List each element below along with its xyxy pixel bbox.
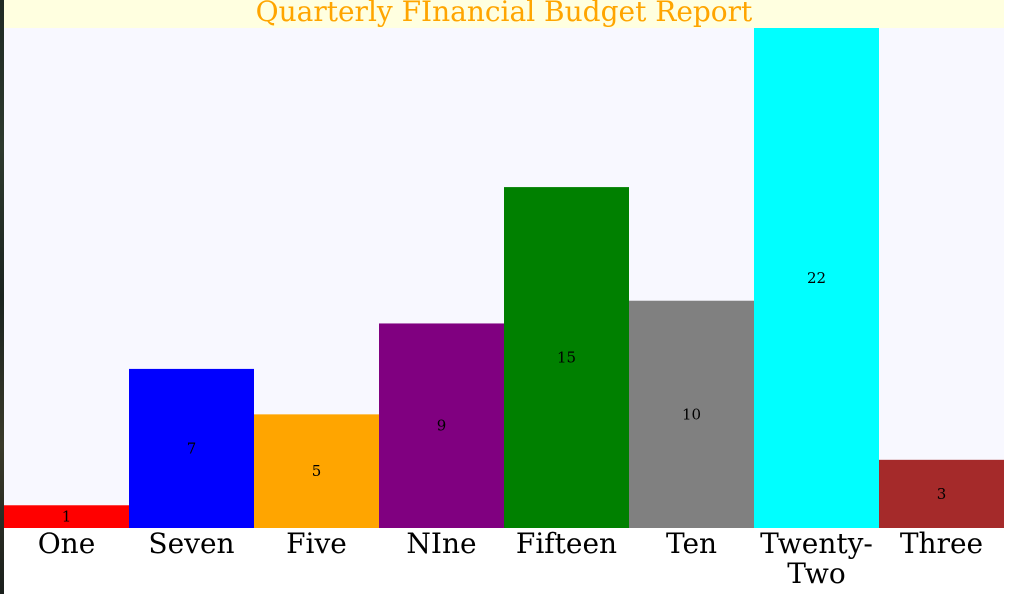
value-label: 5 bbox=[312, 462, 322, 480]
background-edge bbox=[0, 0, 4, 594]
bar-seven bbox=[129, 368, 254, 528]
category-label: Five bbox=[286, 527, 347, 560]
category-label: Two bbox=[787, 557, 846, 590]
category-label: NIne bbox=[406, 527, 476, 560]
category-label: Twenty- bbox=[760, 527, 873, 560]
category-label: One bbox=[38, 527, 96, 560]
value-label: 3 bbox=[937, 485, 947, 503]
value-label: 22 bbox=[807, 269, 826, 287]
value-label: 15 bbox=[557, 349, 576, 367]
value-label: 10 bbox=[682, 405, 701, 423]
bar-nine bbox=[379, 323, 504, 528]
category-label: Ten bbox=[666, 527, 717, 560]
category-label: Seven bbox=[148, 527, 234, 560]
bar-one bbox=[4, 505, 129, 528]
value-label: 7 bbox=[187, 439, 197, 457]
value-label: 9 bbox=[437, 417, 447, 435]
bar-five bbox=[254, 414, 379, 528]
chart-title: Quarterly FInancial Budget Report bbox=[255, 0, 753, 28]
title-bar bbox=[4, 0, 1004, 28]
bar-twenty-two bbox=[754, 28, 879, 528]
bar-fifteen bbox=[504, 187, 629, 528]
value-label: 1 bbox=[62, 508, 72, 526]
bar-ten bbox=[629, 300, 754, 528]
bar-three bbox=[879, 459, 1004, 528]
category-label: Fifteen bbox=[516, 527, 617, 560]
category-label: Three bbox=[900, 527, 983, 560]
